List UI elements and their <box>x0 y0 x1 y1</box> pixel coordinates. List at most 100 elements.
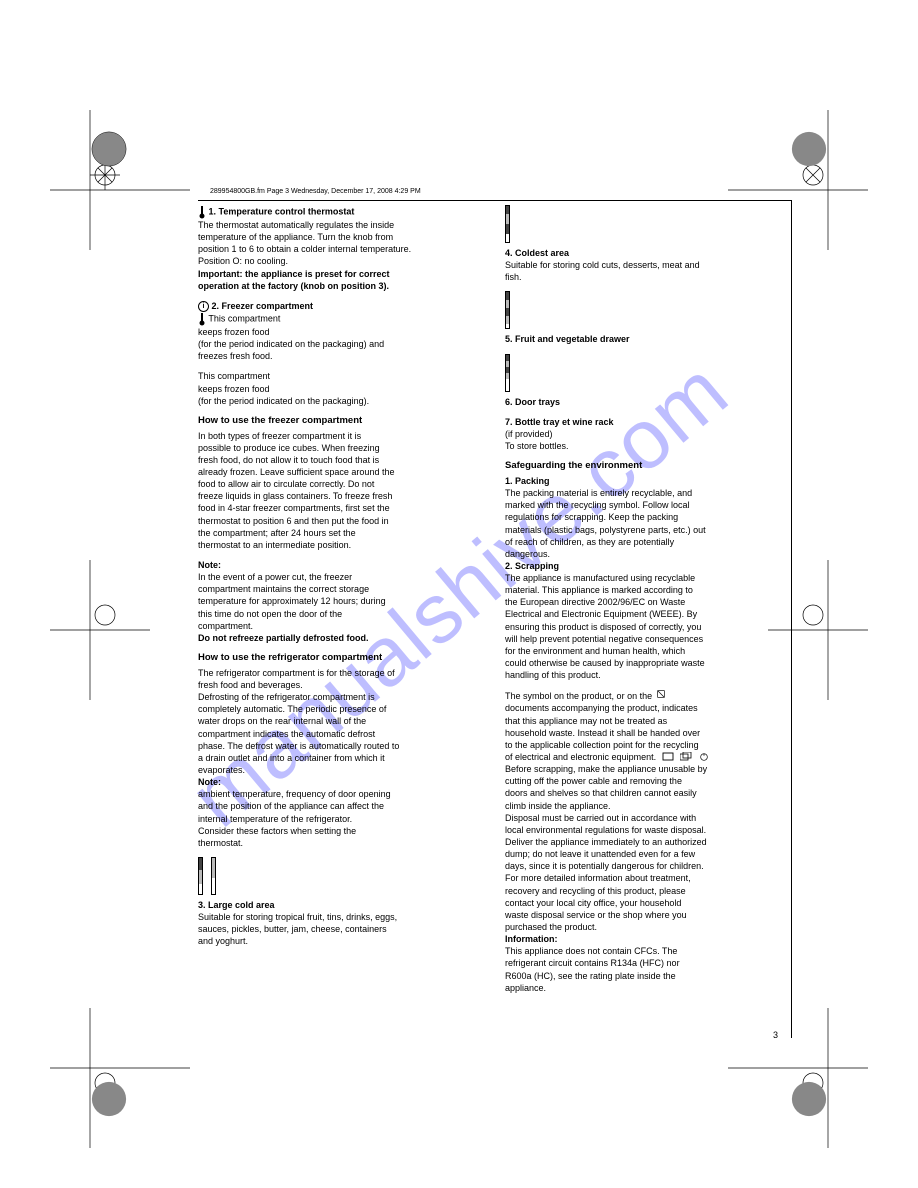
thermometer-icon <box>198 312 206 326</box>
body-text: For more detailed information about trea… <box>505 872 784 884</box>
body-text: freeze liquids in glass containers. To f… <box>198 490 477 502</box>
body-text: thermostat to an intermediate position. <box>198 539 477 551</box>
body-text: operation at the factory (knob on positi… <box>198 280 477 292</box>
body-text: Defrosting of the refrigerator compartme… <box>198 691 477 703</box>
temperature-bar-icon <box>505 291 510 329</box>
section-title: 6. Door trays <box>505 396 784 408</box>
body-text: thermostat. <box>198 837 477 849</box>
body-text: contact your local city office, your hou… <box>505 897 784 909</box>
body-text: food to allow air to circulate correctly… <box>198 478 477 490</box>
page-content: 1. Temperature control thermostat The th… <box>198 205 784 994</box>
body-text: (for the period indicated on the packagi… <box>198 395 477 407</box>
crop-mark-icon <box>50 1008 190 1148</box>
body-text: material. This appliance is marked accor… <box>505 584 784 596</box>
weee-bin-icon <box>655 689 667 699</box>
body-text: days, since it is potentially dangerous … <box>505 860 784 872</box>
body-text: fish. <box>505 271 784 283</box>
body-text: appliance. <box>505 982 784 994</box>
body-text: the compartment; after 24 hours set the <box>198 527 477 539</box>
body-text: documents accompanying the product, indi… <box>505 702 784 714</box>
section-title: 2. Freezer compartment <box>212 301 314 311</box>
section-title: How to use the freezer compartment <box>198 415 477 428</box>
body-text: Electrical and Electronic Equipment (WEE… <box>505 608 784 620</box>
body-text: already frozen. Leave sufficient space a… <box>198 466 477 478</box>
note-label: Note: <box>198 777 221 787</box>
note-label: Note: <box>198 559 477 571</box>
body-text: The thermostat automatically regulates t… <box>198 219 477 231</box>
body-text: waste disposal service or the shop where… <box>505 909 784 921</box>
body-text: this time do not open the door of the <box>198 608 477 620</box>
body-text: a drain outlet and into a container from… <box>198 752 477 764</box>
body-text: This compartment <box>198 370 477 382</box>
body-text: keeps frozen food <box>198 326 477 338</box>
body-text: Suitable for storing cold cuts, desserts… <box>505 259 784 271</box>
body-text: doors and shelves so that children canno… <box>505 787 784 799</box>
body-text: dump; do not leave it unattended even fo… <box>505 848 784 860</box>
body-text: compartment indicates the automatic defr… <box>198 728 477 740</box>
body-text: fresh food and beverages. <box>198 679 477 691</box>
body-text: local environmental regulations for wast… <box>505 824 784 836</box>
body-text: ambient temperature, frequency of door o… <box>198 788 477 800</box>
body-text: Suitable for storing tropical fruit, tin… <box>198 911 477 923</box>
body-text: and the position of the appliance can af… <box>198 800 477 812</box>
subsection-title: 1. Packing <box>505 475 784 487</box>
body-text: materials (plastic bags, polystyrene par… <box>505 524 784 536</box>
section-title: 3. Large cold area <box>198 899 477 911</box>
body-text: keeps frozen food <box>198 383 477 395</box>
body-text: regulations for scrapping. Keep the pack… <box>505 511 784 523</box>
body-text: This appliance does not contain CFCs. Th… <box>505 945 784 957</box>
page-header-meta: 289954800GB.fm Page 3 Wednesday, Decembe… <box>210 188 421 195</box>
body-text: thermostat to position 6 and then put th… <box>198 515 477 527</box>
body-text: completely automatic. The periodic prese… <box>198 703 477 715</box>
temperature-bar-icon <box>505 354 510 392</box>
body-text: Disposal must be carried out in accordan… <box>505 812 784 824</box>
body-text: temperature of the appliance. Turn the k… <box>198 231 477 243</box>
body-text: evaporates. <box>198 764 477 776</box>
sunburst-icon <box>90 130 128 168</box>
body-text: position 1 to 6 to obtain a colder inter… <box>198 243 477 255</box>
info-label: Information: <box>505 933 784 945</box>
body-text: to the applicable collection point for t… <box>505 739 784 751</box>
body-text: R600a (HC), see the rating plate inside … <box>505 970 784 982</box>
section-title: How to use the refrigerator compartment <box>198 652 477 665</box>
body-text: This compartment <box>208 313 280 323</box>
body-text: the European directive 2002/96/EC on Was… <box>505 596 784 608</box>
sunburst-icon <box>90 1080 128 1118</box>
body-text: dangerous. <box>505 548 784 560</box>
body-text: Do not refreeze partially defrosted food… <box>198 632 477 644</box>
body-text: fresh food, do not allow it to touch foo… <box>198 454 477 466</box>
body-text: The refrigerator compartment is for the … <box>198 667 477 679</box>
sunburst-icon <box>790 130 828 168</box>
body-text: (for the period indicated on the packagi… <box>198 338 477 350</box>
sunburst-icon <box>790 1080 828 1118</box>
body-text: The packing material is entirely recycla… <box>505 487 784 499</box>
body-text: will help prevent potential negative con… <box>505 633 784 645</box>
body-text: compartment maintains the correct storag… <box>198 583 477 595</box>
body-text: phase. The defrost water is automaticall… <box>198 740 477 752</box>
body-text: compartment. <box>198 620 477 632</box>
body-text: of reach of children, as they are potent… <box>505 536 784 548</box>
body-text: could otherwise be caused by inappropria… <box>505 657 784 669</box>
body-text: refrigerant circuit contains R134a (HFC)… <box>505 957 784 969</box>
body-text: Position O: no cooling. <box>198 255 477 267</box>
section-title: 7. Bottle tray et wine rack <box>505 416 784 428</box>
body-text: that this appliance may not be treated a… <box>505 715 784 727</box>
screen-icon <box>662 752 674 762</box>
body-text: The appliance is manufactured using recy… <box>505 572 784 584</box>
body-text: and yoghurt. <box>198 935 477 947</box>
body-text: Important: the appliance is preset for c… <box>198 268 477 280</box>
body-text: In the event of a power cut, the freezer <box>198 571 477 583</box>
body-text: purchased the product. <box>505 921 784 933</box>
crop-mark-icon <box>50 560 190 700</box>
temperature-bar-icon <box>505 205 510 243</box>
body-text: possible to produce ice cubes. When free… <box>198 442 477 454</box>
recycle-icon <box>698 752 710 762</box>
body-text: freezes fresh food. <box>198 350 477 362</box>
body-text: In both types of freezer compartment it … <box>198 430 477 442</box>
body-text: marked with the recycling symbol. Follow… <box>505 499 784 511</box>
body-text: cutting off the power cable and removing… <box>505 775 784 787</box>
subsection-title: 2. Scrapping <box>505 560 784 572</box>
body-text: water drops on the rear internal wall of… <box>198 715 477 727</box>
body-text: Consider these factors when setting the <box>198 825 477 837</box>
body-text: handling of this product. <box>505 669 784 681</box>
